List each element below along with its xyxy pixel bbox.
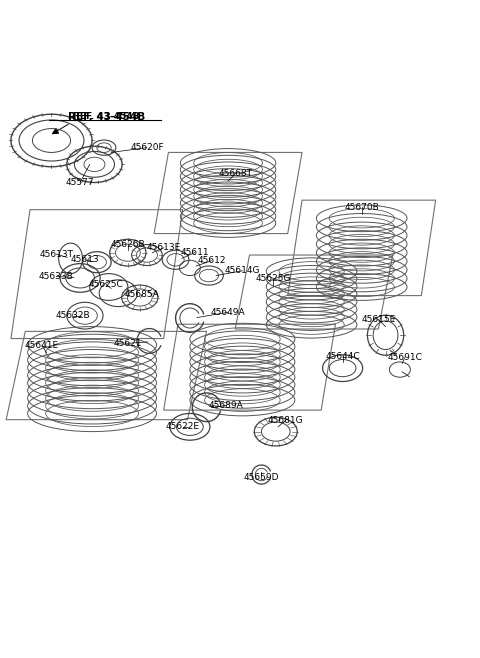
Text: 45622E: 45622E xyxy=(166,422,200,432)
Text: 45644C: 45644C xyxy=(325,352,360,361)
Text: 45613: 45613 xyxy=(71,255,99,265)
Text: 45632B: 45632B xyxy=(56,311,90,320)
Text: 45611: 45611 xyxy=(180,248,209,257)
Text: 45681G: 45681G xyxy=(267,416,303,425)
Text: 45613E: 45613E xyxy=(146,243,181,253)
Text: 45633B: 45633B xyxy=(39,272,73,281)
Text: 45641E: 45641E xyxy=(25,342,59,350)
Text: 45612: 45612 xyxy=(197,256,226,265)
Text: 45689A: 45689A xyxy=(208,401,243,410)
Text: 45620F: 45620F xyxy=(130,143,164,152)
Text: 45621: 45621 xyxy=(114,339,142,348)
Text: 45625G: 45625G xyxy=(256,274,291,284)
Text: 45668T: 45668T xyxy=(218,169,252,178)
Text: REF. 43-454B: REF. 43-454B xyxy=(68,112,145,122)
Text: 45670B: 45670B xyxy=(344,203,379,212)
Text: 45649A: 45649A xyxy=(211,308,245,316)
Text: 45625C: 45625C xyxy=(89,280,124,289)
Text: REF. 43-454B: REF. 43-454B xyxy=(73,112,140,121)
Text: 45659D: 45659D xyxy=(244,473,279,482)
Text: 45577: 45577 xyxy=(66,178,95,187)
Text: 45685A: 45685A xyxy=(125,290,159,299)
Text: 45615E: 45615E xyxy=(361,315,396,324)
Text: 45614G: 45614G xyxy=(225,266,260,275)
Text: 45613T: 45613T xyxy=(39,249,73,259)
Text: 45626B: 45626B xyxy=(110,240,145,249)
Text: 45691C: 45691C xyxy=(387,353,422,362)
